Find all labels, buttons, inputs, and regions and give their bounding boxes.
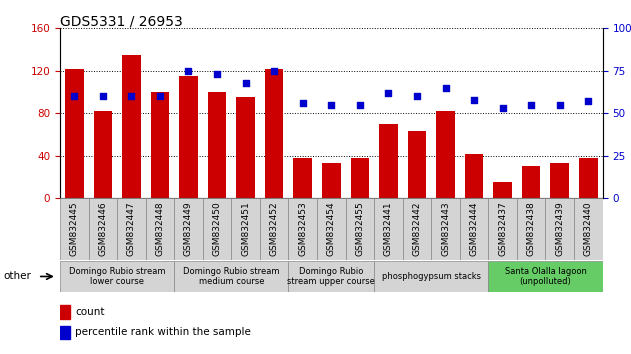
- Text: Santa Olalla lagoon
(unpolluted): Santa Olalla lagoon (unpolluted): [505, 267, 586, 286]
- Point: [355, 102, 365, 108]
- Bar: [379, 124, 398, 198]
- Bar: [579, 158, 598, 198]
- Point: [69, 93, 80, 99]
- Text: GSM832440: GSM832440: [584, 201, 593, 256]
- Bar: [545, 198, 574, 260]
- Bar: [374, 198, 403, 260]
- Bar: [351, 158, 369, 198]
- Point: [583, 98, 593, 104]
- Point: [269, 68, 279, 74]
- Bar: [550, 163, 569, 198]
- Bar: [232, 198, 260, 260]
- Bar: [465, 154, 483, 198]
- Bar: [346, 198, 374, 260]
- Bar: [60, 326, 69, 339]
- Bar: [60, 261, 174, 292]
- Text: GSM832439: GSM832439: [555, 201, 564, 256]
- Point: [298, 100, 308, 106]
- Text: GSM832438: GSM832438: [527, 201, 536, 256]
- Bar: [408, 131, 427, 198]
- Bar: [93, 111, 112, 198]
- Point: [126, 93, 136, 99]
- Point: [440, 85, 451, 91]
- Text: GSM832452: GSM832452: [269, 201, 279, 256]
- Point: [212, 72, 222, 77]
- Text: Domingo Rubio stream
lower course: Domingo Rubio stream lower course: [69, 267, 165, 286]
- Text: GSM832442: GSM832442: [413, 201, 422, 256]
- Text: phosphogypsum stacks: phosphogypsum stacks: [382, 272, 481, 281]
- Text: other: other: [3, 272, 31, 281]
- Point: [155, 93, 165, 99]
- Point: [412, 93, 422, 99]
- Point: [240, 80, 251, 86]
- Bar: [431, 198, 460, 260]
- Bar: [374, 261, 488, 292]
- Text: GSM832437: GSM832437: [498, 201, 507, 256]
- Bar: [265, 69, 283, 198]
- Bar: [117, 198, 146, 260]
- Text: GSM832448: GSM832448: [155, 201, 165, 256]
- Bar: [174, 198, 203, 260]
- Point: [384, 90, 394, 96]
- Text: Domingo Rubio stream
medium course: Domingo Rubio stream medium course: [183, 267, 280, 286]
- Bar: [522, 166, 541, 198]
- Point: [98, 93, 108, 99]
- Bar: [60, 198, 88, 260]
- Text: GSM832455: GSM832455: [355, 201, 364, 256]
- Bar: [460, 198, 488, 260]
- Bar: [288, 198, 317, 260]
- Text: GSM832450: GSM832450: [213, 201, 221, 256]
- Point: [498, 105, 508, 111]
- Bar: [88, 198, 117, 260]
- Point: [526, 102, 536, 108]
- Bar: [60, 305, 69, 319]
- Text: GSM832444: GSM832444: [469, 201, 478, 256]
- Text: GSM832446: GSM832446: [98, 201, 107, 256]
- Bar: [322, 163, 341, 198]
- Bar: [179, 76, 198, 198]
- Text: GSM832453: GSM832453: [298, 201, 307, 256]
- Text: GSM832454: GSM832454: [327, 201, 336, 256]
- Text: GDS5331 / 26953: GDS5331 / 26953: [60, 14, 183, 28]
- Text: GSM832441: GSM832441: [384, 201, 393, 256]
- Bar: [146, 198, 174, 260]
- Bar: [574, 198, 603, 260]
- Point: [469, 97, 479, 103]
- Text: GSM832447: GSM832447: [127, 201, 136, 256]
- Bar: [493, 182, 512, 198]
- Bar: [488, 198, 517, 260]
- Bar: [260, 198, 288, 260]
- Bar: [403, 198, 431, 260]
- Point: [555, 102, 565, 108]
- Bar: [65, 69, 83, 198]
- Text: percentile rank within the sample: percentile rank within the sample: [75, 327, 251, 337]
- Bar: [488, 261, 603, 292]
- Text: Domingo Rubio
stream upper course: Domingo Rubio stream upper course: [287, 267, 375, 286]
- Bar: [236, 97, 255, 198]
- Text: count: count: [75, 307, 105, 317]
- Bar: [174, 261, 288, 292]
- Point: [184, 68, 194, 74]
- Point: [326, 102, 336, 108]
- Bar: [436, 111, 455, 198]
- Text: GSM832445: GSM832445: [70, 201, 79, 256]
- Bar: [208, 92, 227, 198]
- Bar: [122, 55, 141, 198]
- Bar: [151, 92, 169, 198]
- Bar: [203, 198, 232, 260]
- Bar: [288, 261, 374, 292]
- Text: GSM832449: GSM832449: [184, 201, 193, 256]
- Text: GSM832451: GSM832451: [241, 201, 250, 256]
- Bar: [517, 198, 545, 260]
- Text: GSM832443: GSM832443: [441, 201, 450, 256]
- Bar: [293, 158, 312, 198]
- Bar: [317, 198, 346, 260]
